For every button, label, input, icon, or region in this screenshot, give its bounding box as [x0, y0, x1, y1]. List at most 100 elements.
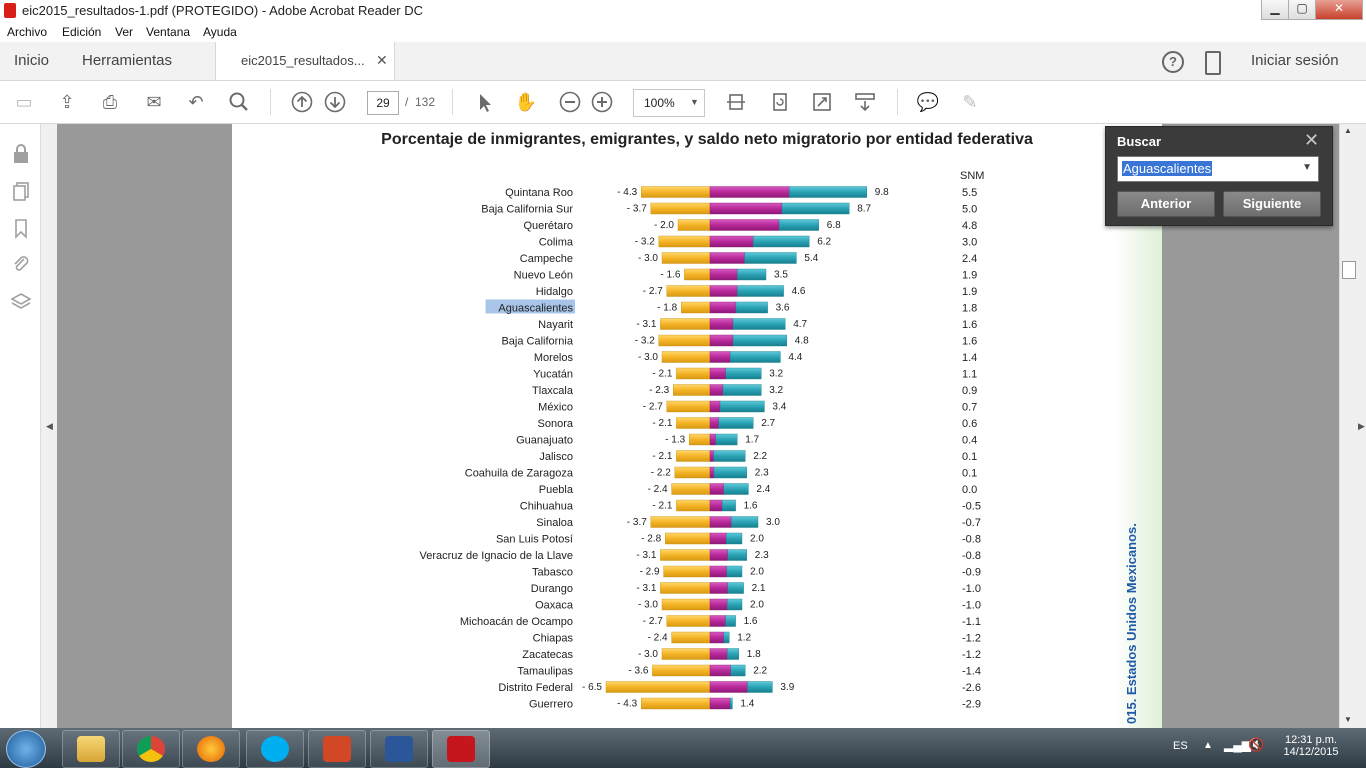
minimize-button[interactable]: ▁: [1261, 0, 1289, 20]
search-icon[interactable]: [227, 91, 251, 113]
pages-thumbnail-icon[interactable]: [10, 180, 32, 202]
save-icon[interactable]: ▭: [15, 92, 33, 112]
acrobat-app-icon: [4, 3, 16, 18]
chevron-down-icon[interactable]: ▼: [1302, 162, 1312, 173]
immigrant-net-bar: [709, 598, 728, 611]
close-tab-icon[interactable]: ✕: [376, 52, 388, 68]
find-next-button[interactable]: Siguiente: [1223, 191, 1321, 217]
immigrant-value-label: 2.0: [750, 534, 764, 545]
scroll-up-icon[interactable]: ▲: [1344, 126, 1352, 135]
taskbar-acrobat[interactable]: [432, 730, 490, 768]
immigrant-net-bar: [709, 433, 716, 446]
select-cursor-icon[interactable]: [472, 91, 496, 113]
start-button[interactable]: [6, 730, 46, 768]
snm-value-label: -1.2: [962, 633, 981, 645]
menu-ayuda[interactable]: Ayuda: [203, 25, 237, 39]
upload-icon[interactable]: ⇪: [59, 92, 75, 112]
immigrant-bar: [726, 565, 743, 578]
immigrant-bar: [732, 334, 788, 347]
emigrant-bar: [671, 483, 711, 495]
right-gutter[interactable]: ▶: [1356, 124, 1366, 728]
immigrant-value-label: 2.7: [761, 418, 775, 429]
menu-edicion[interactable]: Edición: [62, 25, 102, 39]
zoom-out-icon[interactable]: [558, 91, 582, 113]
immigrant-value-label: 6.2: [817, 237, 831, 248]
category-label: Yucatán: [533, 369, 573, 381]
snm-value-label: -1.2: [962, 649, 981, 661]
emigrant-value-label: - 2.1: [652, 501, 672, 512]
vertical-scrollbar[interactable]: ▲ ▼: [1339, 124, 1357, 728]
taskbar-firefox[interactable]: [182, 730, 240, 768]
sign-icon[interactable]: ✎: [962, 92, 978, 112]
language-indicator[interactable]: ES: [1173, 740, 1188, 752]
immigrant-bar: [727, 598, 743, 611]
scroll-mode-icon[interactable]: [724, 91, 748, 113]
emigrant-value-label: - 1.8: [657, 303, 677, 314]
snm-value-label: 4.8: [962, 220, 977, 232]
fit-page-icon[interactable]: [810, 91, 834, 113]
scroll-down-icon[interactable]: ▼: [1344, 715, 1352, 724]
bookmark-icon[interactable]: [10, 217, 32, 239]
zoom-value: 100%: [644, 96, 675, 110]
emigrant-value-label: - 3.6: [628, 666, 648, 677]
emigrant-bar: [673, 384, 711, 396]
menu-ventana[interactable]: Ventana: [146, 25, 191, 39]
collapse-left-icon[interactable]: ◀: [46, 421, 53, 431]
emigrant-bar: [661, 598, 711, 611]
maximize-button[interactable]: ▢: [1288, 0, 1316, 20]
menu-ver[interactable]: Ver: [115, 25, 134, 39]
network-icon[interactable]: ▂▄▆: [1224, 738, 1251, 752]
comment-icon[interactable]: 💬: [916, 92, 940, 112]
lock-icon[interactable]: [10, 142, 32, 164]
print-icon[interactable]: ⎙: [102, 92, 118, 112]
close-find-icon[interactable]: ✕: [1304, 130, 1320, 150]
taskbar-chrome[interactable]: [122, 730, 180, 768]
taskbar-skype[interactable]: [246, 730, 304, 768]
immigrant-bar: [725, 367, 762, 380]
undo-icon[interactable]: ↶: [188, 92, 204, 112]
next-page-icon[interactable]: [323, 91, 347, 113]
tab-document[interactable]: eic2015_resultados... ✕: [215, 42, 395, 80]
zoom-select[interactable]: 100% ▼: [633, 89, 705, 117]
close-window-button[interactable]: ✕: [1315, 0, 1363, 20]
volume-muted-icon[interactable]: 🔇: [1248, 737, 1265, 752]
mobile-icon[interactable]: [1205, 51, 1221, 75]
left-gutter[interactable]: ◀: [41, 124, 57, 728]
clock[interactable]: 12:31 p.m. 14/12/2015: [1276, 734, 1346, 758]
emigrant-value-label: - 3.2: [635, 336, 655, 347]
immigrant-net-bar: [709, 351, 731, 363]
attachment-icon[interactable]: [10, 253, 32, 275]
layers-icon[interactable]: [10, 291, 32, 313]
category-label: Tlaxcala: [532, 385, 574, 397]
taskbar-word[interactable]: [370, 730, 428, 768]
help-icon[interactable]: ?: [1162, 51, 1184, 73]
immigrant-net-bar: [709, 318, 734, 330]
hand-tool-icon[interactable]: ✋: [514, 92, 538, 112]
find-previous-button[interactable]: Anterior: [1117, 191, 1215, 217]
page-number-input[interactable]: 29: [367, 91, 399, 115]
read-mode-icon[interactable]: [853, 91, 877, 113]
find-input[interactable]: Aguascalientes ▼: [1117, 156, 1319, 182]
prev-page-icon[interactable]: [290, 91, 314, 113]
category-label: Campeche: [520, 253, 573, 265]
immigrant-net-bar: [709, 697, 731, 710]
tray-expand-icon[interactable]: ▲: [1203, 740, 1213, 751]
taskbar-explorer[interactable]: [62, 730, 120, 768]
mail-icon[interactable]: ✉: [146, 92, 162, 112]
signin-link[interactable]: Iniciar sesión: [1251, 52, 1339, 69]
zoom-in-icon[interactable]: [590, 91, 614, 113]
immigrant-net-bar: [709, 252, 745, 264]
taskbar-powerpoint[interactable]: [308, 730, 366, 768]
immigrant-bar: [727, 648, 739, 660]
menu-archivo[interactable]: Archivo: [7, 25, 48, 39]
windows-taskbar: ES ▲ ▂▄▆ 🔇 12:31 p.m. 14/12/2015: [0, 728, 1366, 768]
collapse-right-icon[interactable]: ▶: [1358, 421, 1365, 431]
emigrant-bar: [661, 351, 711, 363]
snm-value-label: 0.0: [962, 484, 977, 496]
rotate-icon[interactable]: [768, 91, 792, 113]
tab-inicio[interactable]: Inicio: [14, 52, 50, 69]
pdf-page[interactable]: Porcentaje de inmigrantes, emigrantes, y…: [232, 124, 1162, 728]
scrollbar-thumb[interactable]: [1342, 261, 1356, 279]
snm-value-label: -0.5: [962, 501, 981, 513]
tab-herramientas[interactable]: Herramientas: [82, 52, 173, 69]
